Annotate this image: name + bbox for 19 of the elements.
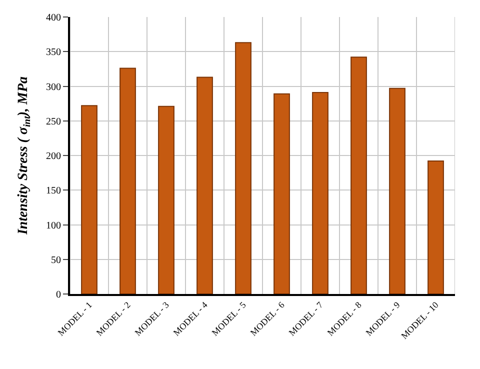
bar: [350, 56, 367, 294]
y-tick-label: 50: [51, 254, 61, 266]
bar: [81, 105, 98, 294]
bar: [428, 160, 444, 294]
y-tick-label: 400: [46, 12, 61, 24]
bar: [158, 106, 174, 294]
y-tick-label: 300: [46, 82, 61, 93]
bar: [196, 76, 213, 294]
y-tick-label: 250: [46, 116, 61, 128]
y-tick-label: 200: [46, 151, 61, 162]
bar: [235, 42, 252, 294]
bar: [312, 92, 328, 294]
y-tick-label: 350: [46, 47, 61, 58]
y-tick-label: 150: [46, 186, 61, 197]
y-tick-label: 100: [46, 220, 61, 232]
bar: [274, 93, 290, 294]
bar: [120, 68, 136, 294]
bar: [389, 88, 406, 294]
y-tick-label: 0: [56, 290, 61, 300]
